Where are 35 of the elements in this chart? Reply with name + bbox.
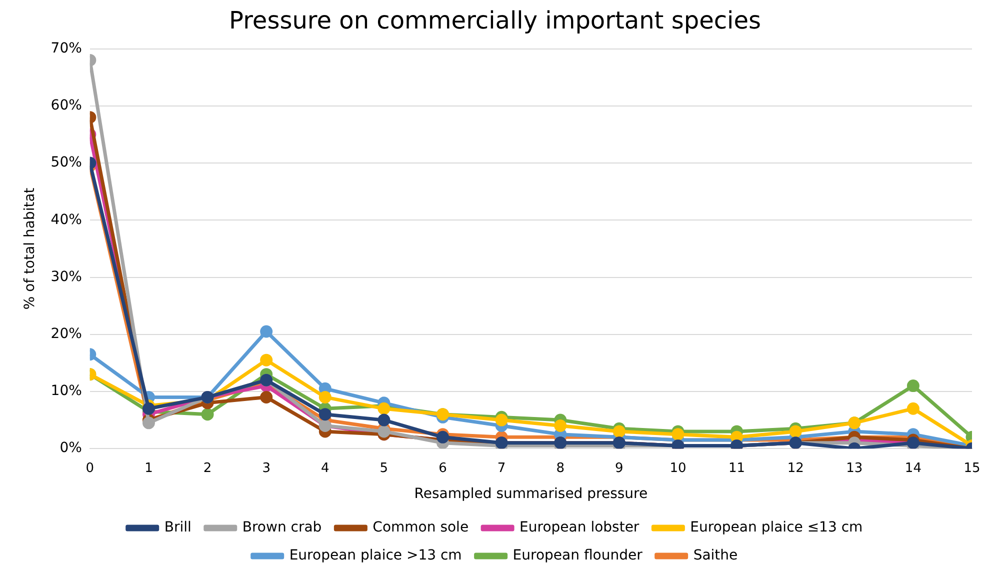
- x-tick-label: 0: [86, 460, 94, 476]
- y-tick-label: 30%: [50, 268, 82, 285]
- y-tick-label: 0%: [60, 440, 82, 456]
- x-tick-label: 9: [615, 460, 624, 476]
- x-tick-label: 15: [964, 460, 980, 476]
- legend-label: Saithe: [693, 548, 738, 564]
- x-tick-label: 12: [787, 460, 804, 476]
- legend-label: Brown crab: [242, 520, 322, 536]
- legend-label: European lobster: [520, 520, 640, 536]
- y-tick-label: 50%: [50, 154, 82, 171]
- x-tick-label: 5: [380, 460, 388, 476]
- x-tick-label: 7: [497, 460, 506, 476]
- y-tick-label: 20%: [50, 326, 82, 342]
- x-tick-label: 2: [203, 460, 212, 476]
- x-tick-label: 1: [144, 460, 153, 476]
- x-tick-label: 13: [846, 460, 863, 476]
- x-tick-label: 4: [321, 460, 330, 476]
- chart-title: Pressure on commercially important species: [229, 6, 761, 35]
- x-tick-label: 14: [904, 460, 922, 476]
- x-tick-label: 10: [670, 460, 686, 476]
- legend-label: Brill: [164, 520, 192, 536]
- y-tick-label: 70%: [50, 40, 82, 56]
- y-tick-label: 10%: [50, 383, 82, 400]
- y-axis-title: % of total habitat: [22, 187, 38, 310]
- y-tick-label: 40%: [50, 212, 82, 228]
- x-axis-title: Resampled summarised pressure: [414, 486, 648, 502]
- x-tick-label: 8: [556, 460, 564, 476]
- y-tick-label: 60%: [50, 98, 82, 114]
- legend-label: European flounder: [512, 548, 643, 564]
- legend-label: Common sole: [372, 520, 469, 536]
- legend-label: European plaice ≤13 cm: [690, 520, 863, 536]
- legend-label: European plaice >13 cm: [289, 548, 462, 564]
- x-tick-label: 6: [438, 460, 447, 476]
- x-tick-label: 3: [262, 460, 270, 476]
- x-tick-label: 11: [728, 460, 746, 476]
